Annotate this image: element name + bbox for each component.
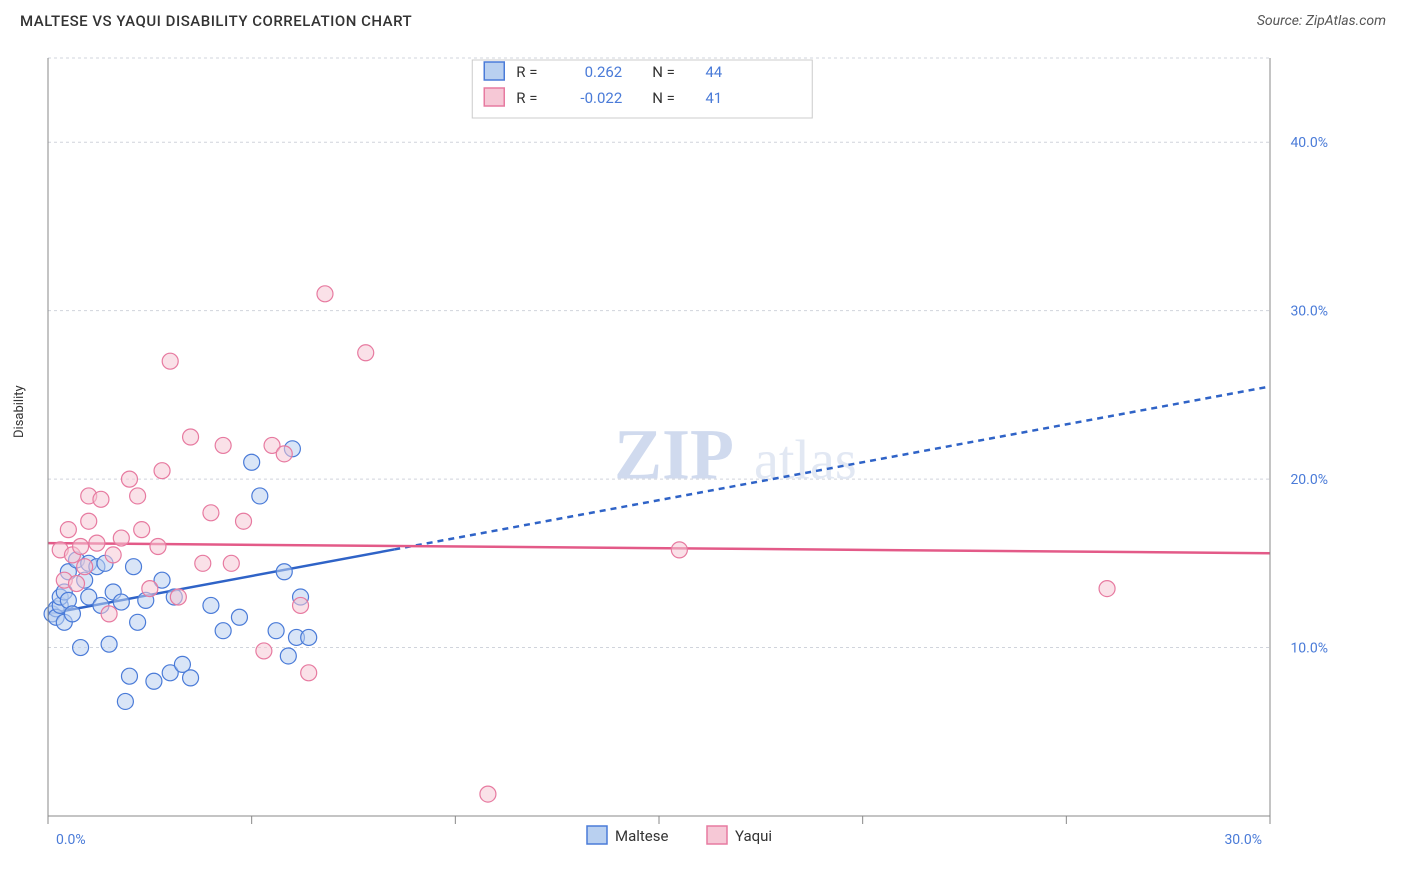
data-point (105, 547, 121, 563)
data-point (146, 673, 162, 689)
data-point (89, 535, 105, 551)
data-point (195, 555, 211, 571)
data-point (1099, 581, 1115, 597)
svg-text:N =: N = (652, 89, 675, 107)
data-point (170, 589, 186, 605)
y-tick-label: 30.0% (1290, 304, 1328, 320)
data-point (73, 538, 89, 554)
data-point (121, 471, 137, 487)
data-point (215, 437, 231, 453)
legend-label: Yaqui (735, 827, 772, 845)
legend-label: Maltese (615, 827, 669, 845)
y-axis-label: Disability (12, 385, 27, 438)
data-point (301, 665, 317, 681)
data-point (268, 623, 284, 639)
data-point (671, 542, 687, 558)
svg-text:atlas: atlas (754, 430, 857, 492)
data-point (280, 648, 296, 664)
data-point (480, 786, 496, 802)
data-point (101, 606, 117, 622)
data-point (236, 513, 252, 529)
data-point (317, 286, 333, 302)
data-point (113, 530, 129, 546)
data-point (203, 597, 219, 613)
data-point (93, 491, 109, 507)
y-tick-label: 40.0% (1290, 135, 1328, 151)
legend-swatch (707, 826, 727, 844)
data-point (301, 629, 317, 645)
y-tick-label: 10.0% (1290, 641, 1328, 657)
x-tick-label: 0.0% (56, 832, 86, 848)
svg-text:44: 44 (705, 63, 722, 81)
series-legend: Maltese Yaqui (587, 826, 772, 845)
data-point (183, 429, 199, 445)
data-point (358, 345, 374, 361)
data-point (101, 636, 117, 652)
data-point (142, 581, 158, 597)
data-point (121, 668, 137, 684)
data-point (126, 559, 142, 575)
data-point (154, 463, 170, 479)
watermark: ZIP atlas (614, 415, 857, 495)
data-point (203, 505, 219, 521)
svg-text:0.262: 0.262 (585, 63, 623, 81)
trend-line-dashed (394, 386, 1270, 549)
chart-title: MALTESE VS YAQUI DISABILITY CORRELATION … (20, 12, 412, 30)
data-point (134, 522, 150, 538)
data-point (244, 454, 260, 470)
data-point (276, 564, 292, 580)
svg-text:R =: R = (516, 63, 537, 81)
data-point (69, 576, 85, 592)
data-point (77, 559, 93, 575)
legend-swatch (587, 826, 607, 844)
svg-text:N =: N = (652, 63, 675, 81)
svg-text:ZIP: ZIP (614, 415, 734, 495)
source-label: Source: ZipAtlas.com (1257, 13, 1386, 29)
svg-text:-0.022: -0.022 (580, 89, 622, 107)
correlation-legend: R = 0.262 N = 44 R = -0.022 N = 41 (472, 60, 812, 118)
data-point (256, 643, 272, 659)
svg-text:41: 41 (705, 89, 722, 107)
data-point (60, 522, 76, 538)
data-point (64, 606, 80, 622)
svg-text:R =: R = (516, 89, 537, 107)
data-point (113, 594, 129, 610)
data-point (130, 614, 146, 630)
data-point (81, 513, 97, 529)
data-point (150, 538, 166, 554)
data-point (276, 446, 292, 462)
data-point (231, 609, 247, 625)
data-point (215, 623, 231, 639)
data-point (252, 488, 268, 504)
data-point (130, 488, 146, 504)
data-point (117, 693, 133, 709)
x-tick-label: 30.0% (1224, 832, 1262, 848)
data-point (223, 555, 239, 571)
y-tick-label: 20.0% (1290, 472, 1328, 488)
trend-line (48, 543, 1270, 553)
data-point (162, 353, 178, 369)
scatter-chart: ZIP atlas 0.0% 30.0% 10.0% 20.0% 30.0% 40.0% R =… (20, 44, 1370, 864)
data-point (293, 597, 309, 613)
data-point (183, 670, 199, 686)
data-point (73, 640, 89, 656)
